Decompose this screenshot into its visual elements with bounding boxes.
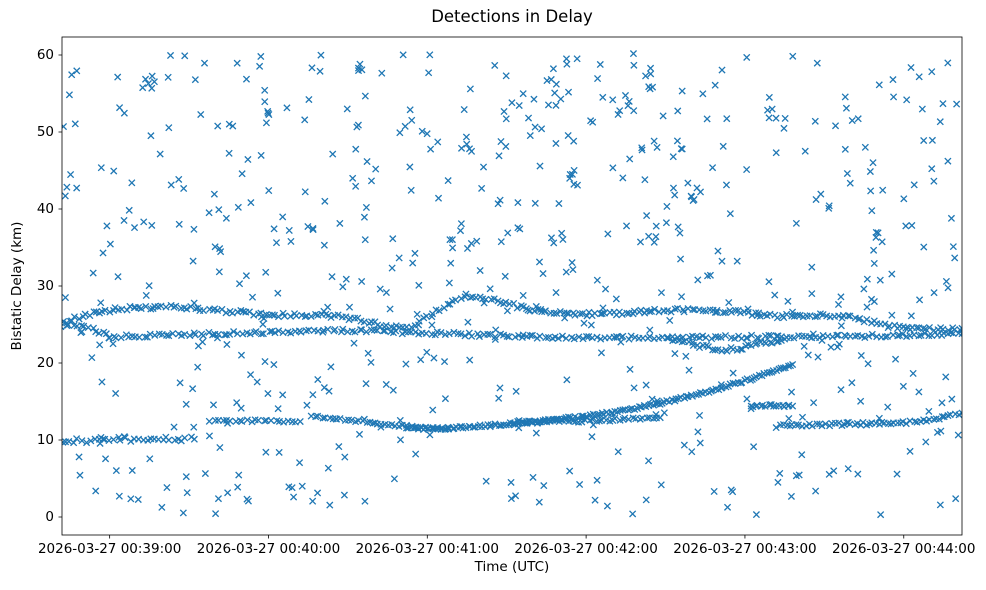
x-tick-label: 2026-03-27 00:43:00	[673, 541, 817, 557]
x-tick-label: 2026-03-27 00:40:00	[196, 541, 341, 557]
y-tick-label: 30	[36, 278, 54, 294]
y-tick-label: 20	[36, 354, 54, 371]
y-tick-label: 60	[36, 47, 54, 64]
x-tick-label: 2026-03-27 00:42:00	[514, 541, 658, 557]
x-tick-label: 2026-03-27 00:41:00	[355, 541, 499, 557]
x-tick-label: 2026-03-27 00:39:00	[37, 541, 182, 557]
chart-title: Detections in Delay	[431, 7, 593, 26]
x-axis-label: Time (UTC)	[474, 559, 550, 575]
y-tick-label: 50	[36, 124, 54, 140]
y-tick-label: 0	[45, 508, 54, 525]
x-tick-label: 2026-03-27 00:44:00	[832, 541, 976, 557]
y-tick-label: 40	[36, 201, 54, 217]
y-tick-label: 10	[36, 431, 54, 448]
